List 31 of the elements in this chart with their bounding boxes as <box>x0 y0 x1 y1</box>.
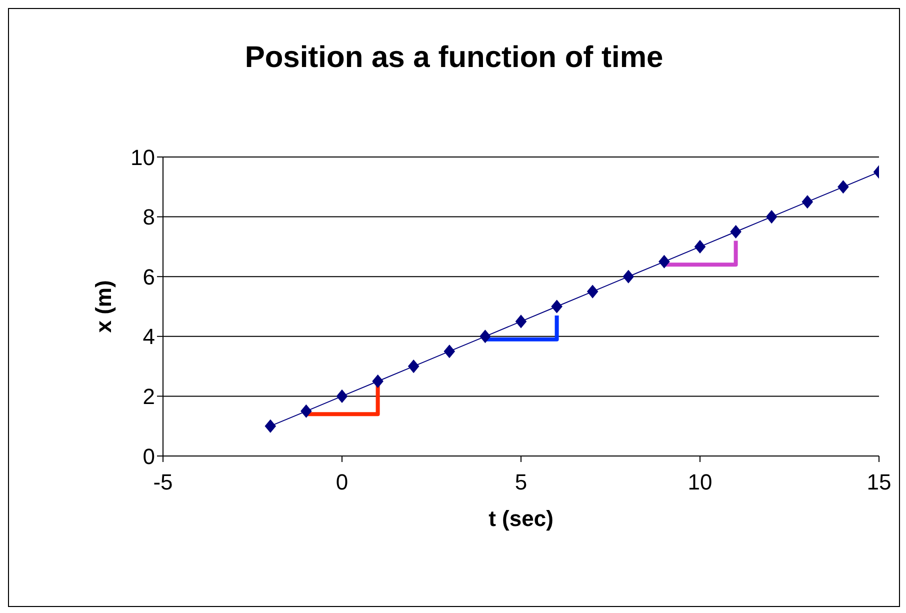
y-tick-label: 8 <box>142 204 155 230</box>
y-tick-label: 10 <box>130 144 155 170</box>
point <box>336 390 348 403</box>
x-tick-label: 5 <box>514 470 528 495</box>
point <box>802 195 813 208</box>
point <box>372 374 384 388</box>
point <box>622 270 634 284</box>
point <box>658 255 670 268</box>
y-axis-title: x (m) <box>90 280 116 333</box>
point <box>551 300 562 313</box>
y-tick-label: 2 <box>142 384 155 410</box>
point <box>264 420 276 433</box>
y-tick-label: 4 <box>142 324 155 350</box>
point <box>838 180 849 194</box>
x-axis-title: t (sec) <box>488 506 554 531</box>
x-tick-label: 10 <box>688 470 712 495</box>
y-tick-label: 6 <box>142 264 155 290</box>
chart-title: Position as a function of time <box>244 41 664 75</box>
x-tick-label: -5 <box>153 470 173 495</box>
point <box>300 404 312 418</box>
point <box>480 330 491 343</box>
point <box>516 314 526 328</box>
point <box>587 285 598 298</box>
point <box>444 344 455 358</box>
point <box>408 360 420 373</box>
x-tick-label: 0 <box>336 470 348 495</box>
point <box>730 225 742 238</box>
y-tick-label: 0 <box>142 444 155 469</box>
x-tick-label: 15 <box>866 470 892 495</box>
point <box>766 210 778 224</box>
point <box>694 240 706 254</box>
